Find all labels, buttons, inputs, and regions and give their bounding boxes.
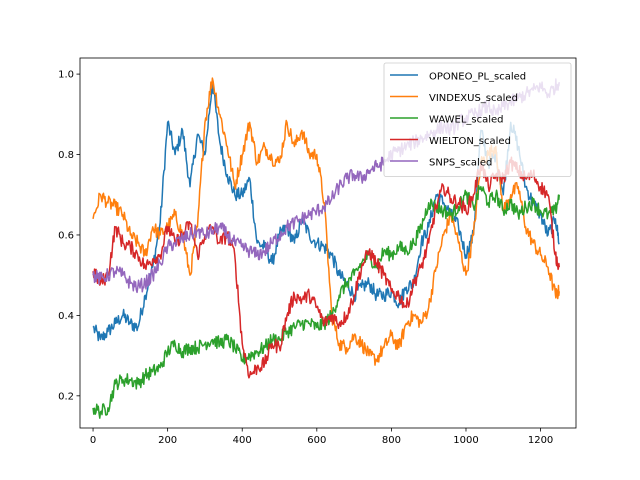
- axes-frame: [79, 57, 577, 429]
- x-tick-label: 1200: [528, 435, 553, 446]
- x-tick-label: 200: [158, 435, 177, 446]
- y-tick-label: 0.2: [58, 391, 74, 402]
- x-tick-label: 400: [233, 435, 252, 446]
- legend-label: OPONEO_PL_scaled: [429, 72, 526, 83]
- legend-label: WAWEL_scaled: [429, 115, 504, 126]
- axes: 0 200 400 600 800 1000 1200 0.2 0.4 0.6 0.8 1.0: [58, 57, 577, 446]
- legend-label: VINDEXUS_scaled: [429, 93, 518, 104]
- y-tick-label: 1.0: [58, 70, 74, 81]
- x-tick-label: 0: [90, 435, 96, 446]
- y-tick-label: 0.6: [58, 230, 74, 241]
- x-tick-label: 600: [307, 435, 326, 446]
- legend-box: [383, 62, 572, 177]
- legend: OPONEO_PL_scaled VINDEXUS_scaled WAWEL_sca…: [383, 62, 572, 177]
- x-tick-label: 1000: [453, 435, 478, 446]
- y-tick-label: 0.8: [58, 150, 74, 161]
- x-tick-label: 800: [382, 435, 401, 446]
- y-tick-label: 0.4: [58, 311, 74, 322]
- series-line-WAWEL_scaled: [92, 185, 560, 419]
- legend-label: SNPS_scaled: [429, 158, 492, 169]
- legend-label: WIELTON_scaled: [429, 136, 511, 147]
